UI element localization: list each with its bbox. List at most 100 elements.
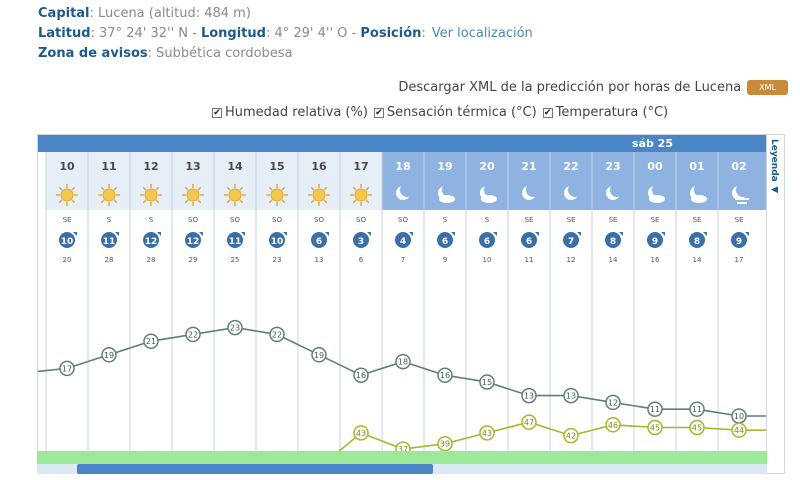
toggle-temperatura-label: Temperatura (°C) [555, 105, 669, 120]
hour-header-cell [718, 152, 760, 210]
temperature-value: 18 [398, 358, 408, 367]
wind-speed-circle [311, 232, 327, 248]
sun-ray [58, 186, 63, 191]
sun-ray [58, 199, 63, 204]
wind-direction: S [149, 216, 154, 224]
wind-speed-value: 6 [526, 237, 532, 247]
longitud-value: : 4° 29' 4'' O - [265, 26, 361, 41]
humidity-value: 45 [650, 424, 660, 433]
checkbox-sensacion[interactable]: ✔ [373, 107, 384, 118]
sun-ray [113, 199, 118, 204]
wind-speed-value: 9 [652, 237, 658, 247]
humidity-value: 39 [440, 440, 450, 449]
toggle-sensacion[interactable]: ✔ Sensación térmica (°C) [373, 105, 537, 120]
temperature-point [101, 347, 117, 363]
humidity-point [521, 414, 537, 430]
posicion-label: Posición [360, 26, 422, 41]
hour-label: 23 [605, 160, 620, 173]
wind-speed-circle [185, 232, 201, 248]
hour-body-cell [46, 210, 88, 450]
humidity-point [353, 425, 369, 441]
sun-ray [323, 186, 328, 191]
wind-speed-value: 6 [316, 237, 322, 247]
wind-speed-circle [59, 232, 75, 248]
hour-label: 10 [59, 160, 75, 173]
wind-gust-value: 14 [693, 256, 702, 264]
horizontal-scrollbar[interactable] [37, 464, 767, 474]
wind-arrow-icon [73, 232, 77, 236]
wind-direction: S [443, 216, 448, 224]
sun-ray [239, 199, 244, 204]
sun-ray [155, 199, 160, 204]
moon-shadow [484, 183, 498, 197]
toggle-humedad[interactable]: ✔ Humedad relativa (%) [212, 105, 368, 120]
checkbox-temperatura[interactable]: ✔ [542, 107, 553, 118]
wind-direction: SO [188, 216, 198, 224]
temperature-value: 11 [650, 405, 660, 414]
temperature-point [521, 387, 537, 404]
xml-download-button[interactable]: XML [747, 80, 788, 95]
wind-speed-circle [101, 232, 117, 248]
wind-arrow-icon [115, 232, 119, 236]
legend-label: Leyenda [769, 139, 779, 182]
legend-tab[interactable]: Leyenda ◀ [767, 134, 785, 474]
wind-gust-value: 6 [359, 256, 364, 264]
capital-label: Capital [38, 6, 90, 21]
wind-speed-value: 11 [229, 237, 242, 247]
humidity-point [605, 417, 621, 433]
hour-header-cell [508, 152, 550, 210]
temperature-point [269, 326, 285, 343]
wind-speed-circle [395, 232, 411, 248]
wind-gust-value: 13 [315, 256, 324, 264]
moon-shadow [568, 183, 582, 197]
temperature-value: 13 [566, 392, 576, 401]
checkbox-humedad[interactable]: ✔ [212, 107, 222, 118]
coordinates-row: Latitud: 37° 24' 32'' N - Longitud: 4° 2… [38, 24, 533, 44]
sun-ray [142, 199, 147, 204]
sun-ray [100, 199, 105, 204]
wind-arrow-icon [367, 232, 371, 236]
hour-label: 11 [101, 160, 116, 173]
toggle-temperatura[interactable]: ✔ Temperatura (°C) [542, 105, 669, 120]
temperature-value: 17 [62, 364, 72, 373]
wind-gust-value: 7 [401, 256, 405, 264]
scrollbar-thumb[interactable] [77, 464, 433, 474]
temperature-point [227, 319, 243, 336]
wind-direction: SE [651, 216, 660, 224]
moon-shadow [400, 183, 414, 197]
sun-ray [281, 186, 286, 191]
toggle-sensacion-label: Sensación térmica (°C) [386, 105, 537, 120]
wind-speed-value: 8 [610, 237, 616, 247]
temperature-value: 22 [272, 330, 282, 339]
hour-body-cell [508, 210, 550, 450]
hour-body-cell [298, 210, 340, 450]
temperature-value: 21 [146, 337, 156, 346]
wind-speed-value: 6 [484, 237, 490, 247]
ver-localizacion-link[interactable]: Ver localización [431, 26, 533, 41]
temperature-value: 19 [104, 351, 114, 360]
moon-shadow [652, 183, 666, 197]
wind-speed-circle [605, 232, 621, 248]
temperature-value: 15 [482, 378, 492, 387]
xml-download-text: Descargar XML de la predicción por horas… [398, 80, 742, 95]
temperature-point [647, 401, 663, 417]
sun-ray [239, 186, 244, 191]
temperature-value: 10 [734, 412, 744, 421]
wind-speed-circle [689, 232, 705, 248]
temperature-value: 11 [692, 405, 702, 414]
cloud-shape [649, 195, 665, 203]
temperature-value: 23 [230, 324, 240, 333]
sun-ray [352, 199, 357, 204]
humidity-point [563, 427, 579, 444]
latitud-label: Latitud [38, 26, 91, 41]
humidity-value: 44 [734, 426, 744, 435]
wind-speed-circle [479, 232, 495, 248]
sun-icon [354, 188, 368, 202]
longitud-label: Longitud [200, 26, 266, 41]
wind-gust-value: 20 [63, 256, 72, 264]
wind-speed-circle [353, 232, 369, 248]
hour-body-cell [382, 210, 424, 450]
hourly-forecast-panel: sáb 25 10 SE 10 20 11 S 11 28 12 S 12 28 13 SO 12 29 14 S… [37, 134, 767, 474]
wind-speed-value: 10 [61, 237, 74, 247]
zona-value: : Subbética cordobesa [147, 46, 293, 61]
